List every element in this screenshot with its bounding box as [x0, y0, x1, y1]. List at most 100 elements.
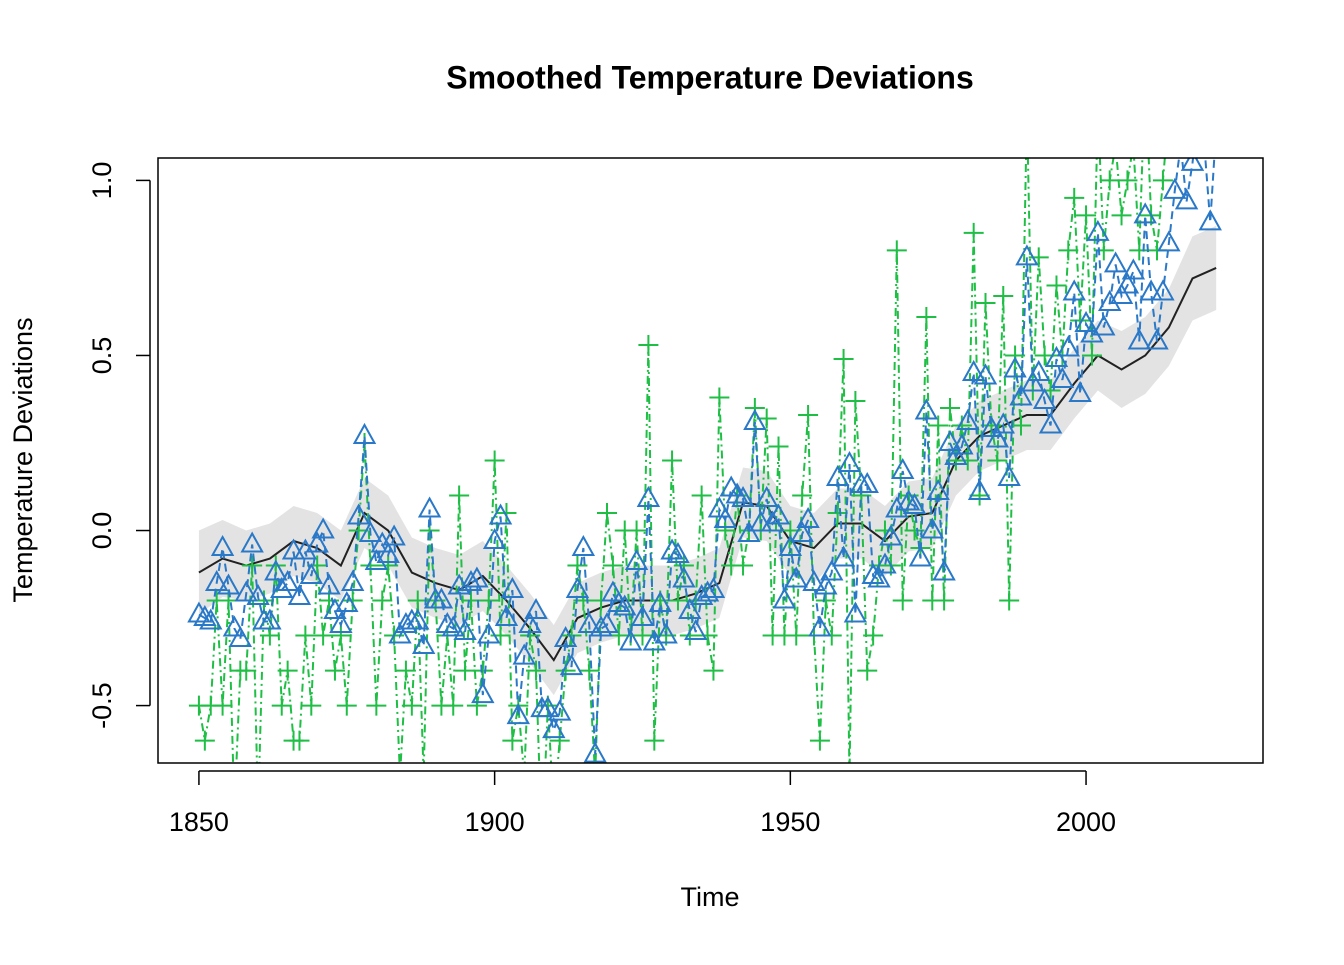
plus-marker: [1088, 100, 1108, 120]
triangle-marker: [695, 580, 720, 602]
plus-marker: [265, 555, 286, 576]
series-line: [197, 158, 1166, 763]
triangle-marker: [902, 492, 927, 515]
triangle-marker: [885, 496, 909, 518]
triangle-marker: [305, 531, 329, 553]
triangle-marker: [1068, 380, 1092, 402]
plus-marker: [1070, 310, 1091, 331]
triangle-marker: [293, 538, 318, 560]
plus-marker: [555, 660, 576, 681]
triangle-marker: [459, 569, 483, 592]
plus-marker: [768, 436, 789, 457]
plus-marker: [1194, 100, 1214, 120]
triangle-marker: [648, 590, 672, 613]
plus-marker: [602, 555, 623, 576]
triangle-marker: [1109, 282, 1134, 304]
plus-marker: [744, 397, 765, 418]
plus-marker: [313, 625, 334, 646]
triangle-marker: [1194, 134, 1214, 152]
triangle-marker: [636, 485, 661, 508]
triangle-marker: [376, 541, 400, 564]
plus-marker: [414, 766, 434, 786]
triangle-marker: [873, 552, 897, 574]
plus-marker: [336, 695, 357, 716]
plus-marker: [472, 660, 493, 681]
triangle-marker: [707, 496, 732, 518]
triangle-marker: [565, 576, 590, 599]
triangle-marker: [1157, 230, 1181, 252]
triangle-marker: [630, 604, 655, 627]
plus-marker: [827, 503, 848, 524]
plus-marker: [679, 625, 700, 646]
plus-marker: [561, 625, 582, 646]
triangle-marker: [1080, 321, 1104, 343]
y-tick-label: 1.0: [87, 162, 117, 200]
plus-marker: [857, 660, 878, 681]
plus-marker: [360, 555, 381, 576]
triangle-marker: [559, 654, 584, 676]
plus-marker: [478, 590, 499, 611]
plus-marker: [1117, 170, 1138, 191]
x-tick-label: 1850: [169, 807, 229, 837]
triangle-marker: [329, 611, 353, 634]
triangle-marker: [512, 643, 536, 665]
triangle-marker: [500, 576, 525, 599]
plus-marker: [1010, 415, 1031, 436]
plus-marker: [928, 415, 949, 436]
triangle-marker: [571, 534, 596, 557]
plus-marker: [330, 625, 351, 646]
triangle-marker: [754, 485, 779, 508]
triangle-marker: [973, 363, 998, 385]
plus-marker: [378, 555, 399, 576]
triangle-marker: [210, 534, 235, 557]
triangle-marker: [601, 580, 625, 602]
triangle-marker: [317, 573, 341, 595]
x-tick-label: 2000: [1056, 807, 1116, 837]
triangle-marker: [725, 482, 749, 504]
triangle-marker: [1212, 99, 1232, 117]
plus-marker: [1206, 30, 1226, 50]
plus-marker: [892, 590, 913, 611]
plus-marker: [916, 306, 937, 327]
triangle-marker: [1103, 251, 1128, 273]
plus-marker: [987, 450, 1008, 471]
triangle-marker: [737, 520, 761, 543]
plus-marker: [597, 503, 618, 524]
plus-marker: [1159, 100, 1179, 120]
triangle-marker: [1139, 279, 1163, 301]
plus-marker: [289, 730, 310, 751]
plus-marker: [1152, 170, 1173, 191]
plus-marker: [934, 590, 955, 611]
triangle-marker: [536, 696, 560, 718]
plus-marker: [626, 520, 647, 541]
triangle-marker: [1092, 314, 1116, 336]
plus-marker: [839, 766, 859, 786]
triangle-marker: [417, 496, 442, 518]
triangle-marker: [216, 573, 241, 595]
triangle-marker: [299, 562, 323, 585]
triangle-marker: [1198, 209, 1222, 231]
triangle-marker: [234, 580, 258, 602]
triangle-marker: [956, 408, 980, 430]
plus-marker: [372, 590, 393, 611]
plus-marker: [1058, 240, 1079, 261]
triangle-marker: [364, 548, 389, 571]
plus-marker: [863, 625, 884, 646]
x-tick-label: 1900: [465, 807, 525, 837]
plus-marker: [277, 660, 298, 681]
plot-area: [187, 30, 1232, 786]
triangle-marker: [583, 741, 607, 763]
triangle-marker: [595, 611, 619, 634]
triangle-marker: [837, 450, 862, 473]
triangle-marker: [1127, 328, 1151, 350]
plus-marker: [585, 766, 605, 786]
triangle-marker: [932, 559, 956, 581]
triangle-marker: [411, 633, 436, 655]
plus-marker: [632, 625, 653, 646]
triangle-marker: [879, 524, 903, 546]
plus-marker: [271, 695, 292, 716]
triangle-marker: [477, 622, 501, 644]
confidence-band: [198, 225, 1217, 696]
triangle-marker: [358, 520, 383, 543]
